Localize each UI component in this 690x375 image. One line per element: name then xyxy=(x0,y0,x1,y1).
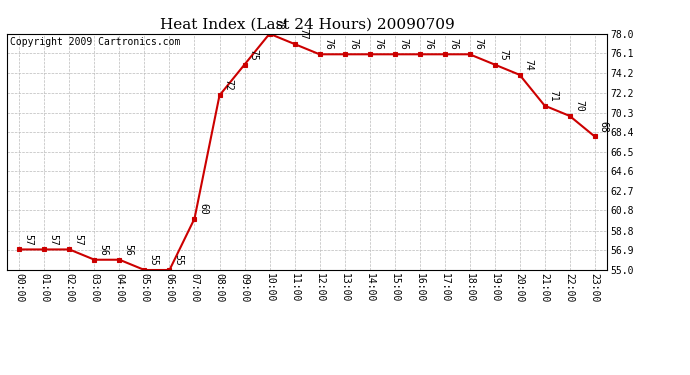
Text: 74: 74 xyxy=(524,59,534,70)
Text: 71: 71 xyxy=(549,90,559,102)
Text: 76: 76 xyxy=(374,38,384,50)
Text: 60: 60 xyxy=(199,203,208,214)
Text: 76: 76 xyxy=(474,38,484,50)
Text: 76: 76 xyxy=(324,38,334,50)
Text: 76: 76 xyxy=(399,38,408,50)
Text: 68: 68 xyxy=(599,120,609,132)
Text: 72: 72 xyxy=(224,80,234,91)
Text: 57: 57 xyxy=(48,234,59,245)
Text: 75: 75 xyxy=(499,49,509,60)
Text: 55: 55 xyxy=(174,254,184,266)
Title: Heat Index (Last 24 Hours) 20090709: Heat Index (Last 24 Hours) 20090709 xyxy=(159,17,455,31)
Text: 57: 57 xyxy=(74,234,83,245)
Text: 55: 55 xyxy=(148,254,159,266)
Text: 57: 57 xyxy=(23,234,34,245)
Text: 56: 56 xyxy=(124,244,134,255)
Text: 70: 70 xyxy=(574,100,584,112)
Text: 77: 77 xyxy=(299,28,308,40)
Text: 76: 76 xyxy=(348,38,359,50)
Text: 56: 56 xyxy=(99,244,108,255)
Text: 75: 75 xyxy=(248,49,259,60)
Text: 78: 78 xyxy=(274,18,284,30)
Text: 76: 76 xyxy=(424,38,434,50)
Text: 76: 76 xyxy=(448,38,459,50)
Text: Copyright 2009 Cartronics.com: Copyright 2009 Cartronics.com xyxy=(10,37,180,47)
